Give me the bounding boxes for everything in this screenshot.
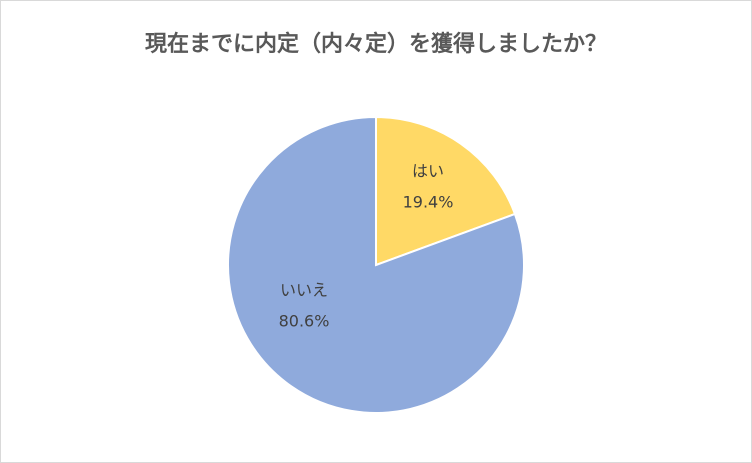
chart-title: 現在までに内定（内々定）を獲得しましたか？ [145, 31, 607, 57]
pie-slice [375, 115, 517, 267]
slice-category-label: はい [412, 162, 444, 181]
slice-category-label: いいえ [280, 281, 328, 300]
slice-value-label: 19.4% [403, 193, 454, 212]
pie-slice [227, 115, 525, 414]
slice-value-label: 80.6% [279, 312, 330, 331]
